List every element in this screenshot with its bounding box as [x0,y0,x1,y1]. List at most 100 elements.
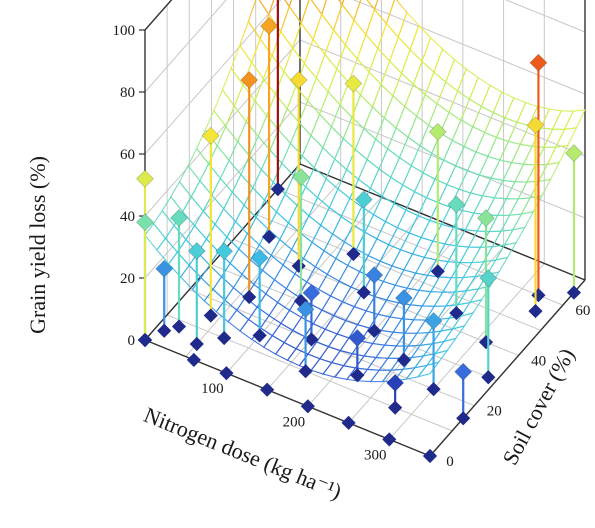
surface-cell [421,291,444,307]
surface-cell [255,199,278,230]
surface-cell [404,319,427,334]
surface-cell [240,154,263,189]
surface-cell [543,128,566,148]
surface-cell [332,3,355,46]
surface-cell [279,221,301,251]
point-marker [155,259,174,278]
surface-cell [510,143,533,165]
surface-cell [343,224,366,250]
surface-cell [274,341,297,361]
point-marker [240,71,259,89]
point-base-marker [270,182,285,197]
surface-cell [392,72,415,108]
surface-cell [289,121,312,157]
surface-cell [395,105,418,139]
surface-cell [227,309,250,332]
surface-cell [359,71,382,108]
wall-gridline [144,0,227,93]
point-marker [136,169,154,188]
surface-cell [363,342,386,359]
floor-gridline [266,213,423,391]
point-marker [187,242,206,260]
point-base-marker [356,285,371,300]
point-base-marker [566,285,581,300]
surface-cell [299,214,322,244]
surface-cell [365,8,388,50]
surface-cell [246,216,269,246]
point-base-marker [304,332,319,347]
surface-cell [563,109,586,130]
point-marker [565,144,583,162]
x-tick-label: 100 [201,381,224,397]
surface-cell [327,67,350,106]
point-marker [428,122,447,141]
surface-cell [328,188,351,218]
surface-cell [326,257,349,282]
point-base-marker [350,368,365,383]
y-tick-label: 60 [575,303,590,319]
surface-cell [389,36,411,75]
point-base-marker [260,382,275,397]
surface-cell [283,329,306,350]
surface-cell [318,90,341,128]
wall-gridline [505,0,586,33]
surface-cell [187,147,210,182]
surface-cell [377,22,399,63]
surface-cell [345,148,368,181]
point-marker [526,116,545,134]
surface-cell [214,207,237,238]
point-base-marker [252,328,267,343]
y-tick-label: 20 [487,404,502,420]
surface-cell [409,24,432,63]
surface-cell [271,322,294,344]
surface-cell [314,250,337,276]
surface-cell [435,243,458,263]
surface-cell [304,166,327,199]
surface-cell [301,134,324,169]
surface-cell [378,147,401,179]
y-tick-label: 40 [531,353,546,369]
z-tick-label: 0 [128,333,136,349]
surface-cell [291,22,314,65]
surface-cell [219,159,242,194]
surface-cell [254,77,276,117]
z-tick-label: 20 [120,271,135,287]
surface-cell [397,11,420,51]
surface-cell [334,137,356,171]
surface-cell [386,127,409,159]
surface-cell [303,38,326,80]
point-marker [289,71,308,89]
point-base-marker [298,364,313,379]
surface-cell [418,274,441,293]
point-marker [296,300,315,319]
point-marker [395,289,413,307]
surface-cell [237,120,259,157]
point-base-marker [456,411,471,426]
surface-cell [433,48,456,83]
surface-cell [450,262,473,279]
wall-gridline [144,39,301,217]
surface-cell [312,13,335,56]
surface-cell [374,344,398,359]
surface-cell [315,53,338,93]
point-base-marker [422,448,438,464]
point-base-marker [219,366,234,381]
point-marker [215,242,234,261]
surface-cell [234,204,257,235]
surface-cell [269,128,292,165]
point-base-marker [531,288,546,303]
surface-cell [356,33,379,74]
surface-cell [400,48,423,86]
wall-gridline [144,0,282,155]
point-base-marker [203,308,218,323]
surface-cell [317,273,340,297]
surface-cell [308,196,331,227]
surface-cell [164,224,187,254]
point-base-marker [300,399,315,414]
point-marker [201,126,220,145]
point-marker [354,190,373,209]
surface-cell [554,127,578,148]
point-base-marker [137,332,153,348]
surface-cell [375,116,397,150]
wall-gridline [144,101,301,279]
